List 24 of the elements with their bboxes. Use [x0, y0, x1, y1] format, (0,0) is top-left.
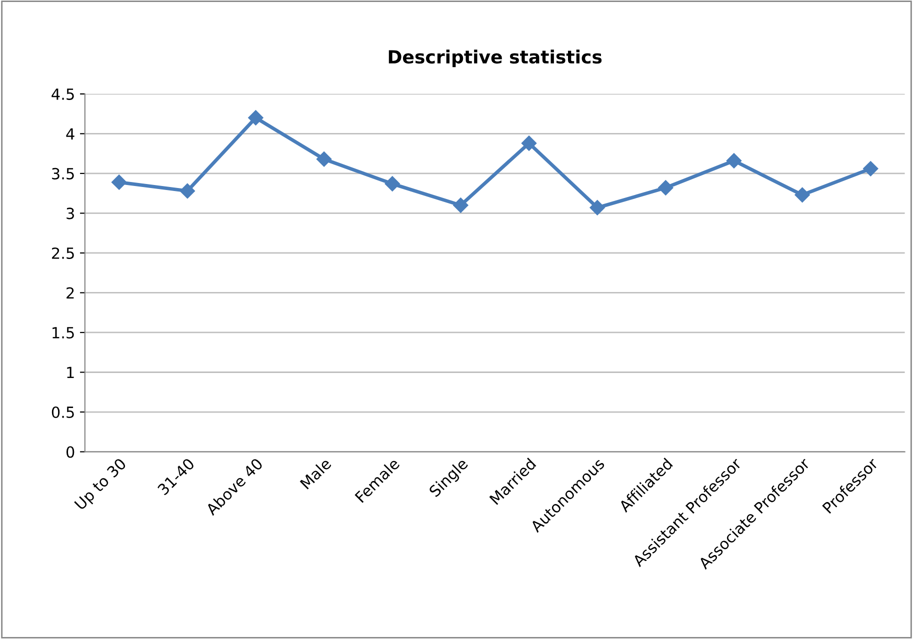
point: [316, 152, 332, 167]
point: [863, 161, 878, 176]
y-tick-label: 4: [66, 128, 74, 140]
point: [453, 198, 468, 213]
y-tick-label: 2.5: [52, 247, 74, 259]
point: [384, 176, 400, 192]
point: [794, 187, 810, 202]
y-tick-label: 4.5: [52, 88, 74, 100]
y-tick-label: 0.5: [52, 406, 74, 418]
point: [658, 180, 674, 196]
point: [521, 136, 537, 151]
y-tick-label: 0: [66, 446, 74, 458]
y-tick-label: 1: [67, 366, 74, 378]
chart-title: Descriptive statistics: [388, 50, 602, 68]
point: [180, 183, 195, 199]
point: [248, 110, 264, 126]
y-tick-label: 3.5: [52, 168, 74, 180]
x-tick-label: Up to 30: [74, 458, 129, 512]
y-tick-label: 1.5: [52, 327, 74, 339]
y-tick-label: 3: [66, 208, 74, 220]
point: [726, 153, 742, 168]
point: [112, 174, 127, 190]
y-tick-label: 2: [66, 287, 74, 299]
point: [590, 200, 605, 216]
